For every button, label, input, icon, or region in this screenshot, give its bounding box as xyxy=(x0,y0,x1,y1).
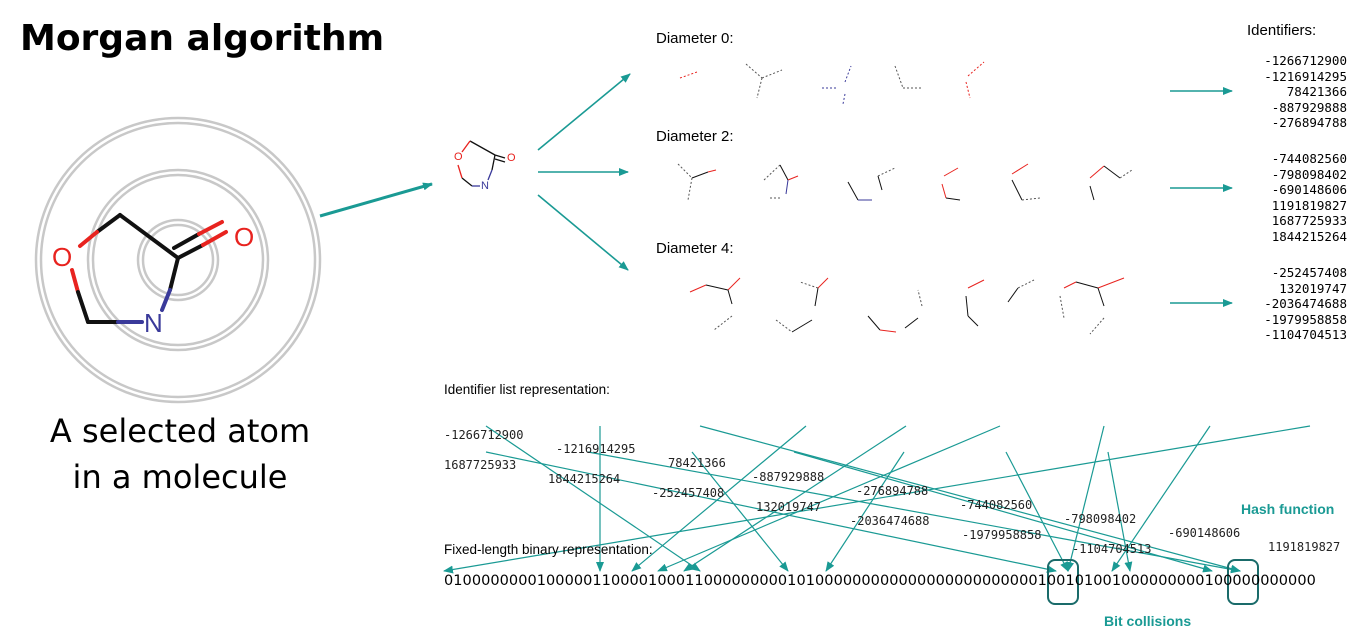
ring-middle xyxy=(86,168,270,352)
large-molecule xyxy=(70,213,228,324)
identifier: 1191819827 xyxy=(1271,197,1347,213)
fragments-diameter-4 xyxy=(689,277,1125,335)
small-molecule xyxy=(457,140,506,187)
identifier: -276894788 xyxy=(856,484,929,498)
identifier-list-header: Identifier list representation: xyxy=(444,382,610,397)
identifier: 132019747 xyxy=(1279,280,1347,296)
identifier-list-diameter-0: -1266712900 -1216914295 78421366 -887929… xyxy=(1247,53,1347,131)
fragments-diameter-2 xyxy=(677,163,1133,201)
atom-label-oxygen: O xyxy=(52,242,73,272)
identifier-row-2: 1687725933 1844215264 -252457408 1320197… xyxy=(0,444,1365,556)
identifier: -1266712900 xyxy=(1264,53,1347,68)
identifier: -798098402 xyxy=(1271,166,1347,182)
identifier: -1216914295 xyxy=(556,442,636,456)
identifier: -1104704513 xyxy=(1264,327,1347,342)
identifier: -276894788 xyxy=(1271,115,1347,130)
identifier: -690148606 xyxy=(1168,526,1241,540)
ring-inner xyxy=(136,218,220,302)
identifier: -690148606 xyxy=(1271,182,1347,197)
ring-outer xyxy=(34,116,322,404)
identifier: 1844215264 xyxy=(1271,228,1347,244)
identifier: 78421366 xyxy=(668,456,726,470)
identifier: -744082560 xyxy=(960,498,1033,512)
hash-arrows xyxy=(443,425,1311,574)
identifier: -252457408 xyxy=(652,486,725,500)
page-title: Morgan algorithm xyxy=(20,18,385,59)
small-atom-nitrogen: N xyxy=(481,180,489,192)
identifier: -887929888 xyxy=(752,470,825,484)
caption-line-2: in a molecule xyxy=(72,458,288,496)
identifier: -1104704513 xyxy=(1072,542,1152,556)
identifier: -1216914295 xyxy=(1264,68,1347,84)
identifier: 132019747 xyxy=(756,500,822,514)
caption: A selected atom in a molecule xyxy=(20,408,340,500)
small-atom-carbonyl-oxygen: O xyxy=(507,152,516,164)
identifier: 1687725933 xyxy=(1271,213,1347,228)
diameter-4-label: Diameter 4: xyxy=(656,240,734,257)
binary-header: Fixed-length binary representation: xyxy=(444,542,653,557)
identifier-list-diameter-4: -252457408 132019747 -2036474688 -197995… xyxy=(1247,265,1347,343)
identifier: 1844215264 xyxy=(548,472,621,486)
atom-label-nitrogen: N xyxy=(144,308,163,338)
flow-arrows xyxy=(319,73,1233,307)
identifier: -1979958858 xyxy=(962,528,1042,542)
identifier: 1191819827 xyxy=(1268,540,1341,554)
identifier-row-1: -1266712900 -1216914295 78421366 -887929… xyxy=(0,414,1365,554)
radius-rings xyxy=(34,116,322,404)
identifier: 1687725933 xyxy=(444,458,517,472)
diameter-2-label: Diameter 2: xyxy=(656,128,734,145)
collision-box-1 xyxy=(1047,559,1079,605)
identifiers-header: Identifiers: xyxy=(1247,22,1317,39)
arrow-to-diameter-0 xyxy=(537,73,631,151)
identifier: -798098402 xyxy=(1064,512,1137,526)
identifier: -1266712900 xyxy=(444,428,524,442)
collision-box-2 xyxy=(1227,559,1259,605)
identifier: -887929888 xyxy=(1271,99,1347,115)
identifier: 78421366 xyxy=(1286,84,1347,99)
fragments-diameter-0 xyxy=(679,61,985,105)
bit-collisions-label: Bit collisions xyxy=(1104,613,1192,629)
arrow-to-small-molecule xyxy=(319,182,433,218)
ring-outer-inner xyxy=(39,121,317,399)
identifier: -744082560 xyxy=(1271,151,1347,166)
identifier: -2036474688 xyxy=(850,514,930,528)
identifier: -2036474688 xyxy=(1264,296,1347,311)
binary-string: 0100000000100000110000100011000000000101… xyxy=(444,573,1316,589)
identifier-list-diameter-2: -744082560 -798098402 -690148606 1191819… xyxy=(1247,151,1347,244)
caption-line-1: A selected atom xyxy=(49,412,311,450)
hash-function-label: Hash function xyxy=(1241,501,1335,517)
identifier: -252457408 xyxy=(1271,265,1347,280)
ring-middle-inner xyxy=(91,173,265,347)
arrow-to-diameter-4 xyxy=(537,194,629,271)
diameter-0-label: Diameter 0: xyxy=(656,30,734,47)
ring-inner-2 xyxy=(141,223,215,297)
small-atom-oxygen: O xyxy=(454,151,463,163)
atom-label-carbonyl-oxygen: O xyxy=(234,222,255,252)
identifier: -1979958858 xyxy=(1264,311,1347,327)
